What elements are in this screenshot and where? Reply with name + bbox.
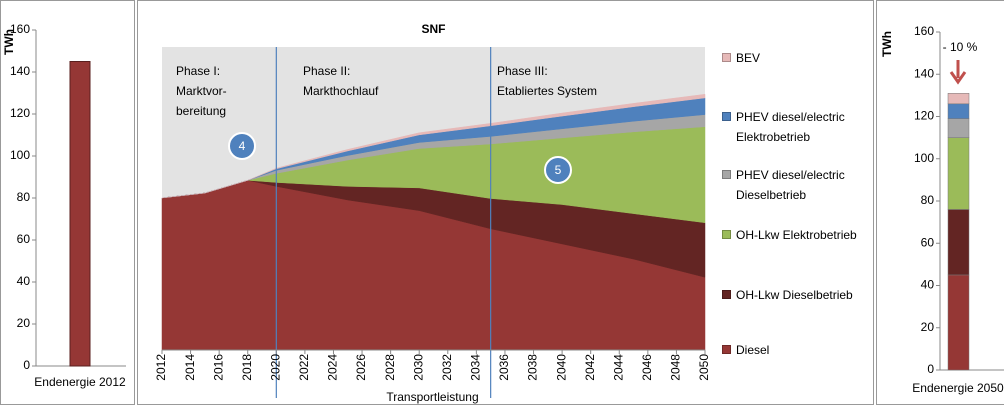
y-tick-label: 20 xyxy=(17,316,31,330)
x-tick-label: 2026 xyxy=(354,354,368,381)
x-tick-label: 2014 xyxy=(183,354,197,381)
legend-entry: Diesel xyxy=(722,340,870,360)
bar-segment xyxy=(947,209,970,276)
legend-label: OH-Lkw Elektrobetrieb xyxy=(736,228,857,242)
legend-label: OH-Lkw Dieselbetrieb xyxy=(736,288,853,302)
y-tick-label: 60 xyxy=(17,232,31,246)
x-tick-label: 2020 xyxy=(268,354,282,381)
y-tick-label: 60 xyxy=(921,235,935,249)
x-tick-label: 2050 xyxy=(697,354,711,381)
x-tick-label: Endenergie 2050 xyxy=(912,381,1004,395)
phase-label: Phase III: xyxy=(497,64,548,78)
bar-segment xyxy=(947,137,970,210)
x-tick-label: 2022 xyxy=(297,354,311,381)
legend-entry: OH-Lkw Elektrobetrieb xyxy=(722,225,870,245)
y-tick-label: 100 xyxy=(914,151,934,165)
x-tick-label: 2048 xyxy=(669,354,683,381)
phase-label: Phase II: xyxy=(303,64,350,78)
y-axis-label: TWh xyxy=(880,31,894,57)
annotation-arrow xyxy=(949,60,967,85)
y-tick-label: 40 xyxy=(17,274,31,288)
x-tick-label: 2012 xyxy=(154,354,168,381)
legend-swatch xyxy=(722,290,731,299)
bar-segment xyxy=(947,274,970,371)
legend-swatch xyxy=(722,345,731,354)
x-tick-label: 2030 xyxy=(411,354,425,381)
legend-label: PHEV diesel/electric Elektrobetrieb xyxy=(736,110,845,144)
x-tick-label: 2016 xyxy=(211,354,225,381)
legend-entry: OH-Lkw Dieselbetrieb xyxy=(722,285,870,305)
marker-circle xyxy=(228,132,256,160)
y-tick-label: 140 xyxy=(10,64,30,78)
x-tick-label: 2046 xyxy=(640,354,654,381)
x-tick-label: 2028 xyxy=(383,354,397,381)
y-axis-label: TWh xyxy=(2,29,16,55)
legend-label: BEV xyxy=(736,51,761,65)
x-tick-label: 2040 xyxy=(554,354,568,381)
x-axis-label: Transportleistung xyxy=(386,390,478,404)
marker-label: 4 xyxy=(239,139,246,153)
x-tick-label: 2018 xyxy=(240,354,254,381)
bar-segment xyxy=(947,118,970,138)
phase-label: Markthochlauf xyxy=(303,84,379,98)
legend-entry: PHEV diesel/electric Dieselbetrieb xyxy=(722,165,870,205)
y-tick-label: 120 xyxy=(10,106,30,120)
bar-segment xyxy=(947,103,970,119)
legend-label: Diesel xyxy=(736,343,770,357)
x-tick-label: 2038 xyxy=(526,354,540,381)
x-tick-label: 2036 xyxy=(497,354,511,381)
bar xyxy=(69,61,91,367)
x-tick-label: 2042 xyxy=(583,354,597,381)
phase-label: bereitung xyxy=(176,104,226,118)
x-tick-label: 2024 xyxy=(326,354,340,381)
legend-swatch xyxy=(722,53,731,62)
y-tick-label: 80 xyxy=(17,190,31,204)
y-tick-label: 100 xyxy=(10,148,30,162)
y-tick-label: 20 xyxy=(921,320,935,334)
y-tick-label: 80 xyxy=(921,193,935,207)
legend-entry: PHEV diesel/electric Elektrobetrieb xyxy=(722,107,870,147)
x-tick-label: 2034 xyxy=(469,354,483,381)
chart-title: SNF xyxy=(422,22,446,36)
y-tick-label: 160 xyxy=(10,22,30,36)
legend-label: PHEV diesel/electric Dieselbetrieb xyxy=(736,168,845,202)
x-tick-label: 2032 xyxy=(440,354,454,381)
phase-label: Marktvor- xyxy=(176,84,227,98)
y-tick-label: 140 xyxy=(914,66,934,80)
y-tick-label: 120 xyxy=(914,109,934,123)
legend-entry: BEV xyxy=(722,48,870,68)
bar-segment xyxy=(947,93,970,105)
phase-label: Etabliertes System xyxy=(497,84,597,98)
x-tick-label: Endenergie 2012 xyxy=(34,375,126,389)
y-tick-label: 0 xyxy=(23,358,30,372)
y-tick-label: 160 xyxy=(914,24,934,38)
phase-label: Phase I: xyxy=(176,64,220,78)
y-tick-label: 40 xyxy=(921,278,935,292)
marker-label: 5 xyxy=(555,163,562,177)
legend-swatch xyxy=(722,230,731,239)
legend-swatch xyxy=(722,112,731,121)
y-tick-label: 0 xyxy=(927,362,934,376)
area xyxy=(161,93,706,199)
marker-circle xyxy=(544,156,572,184)
legend-swatch xyxy=(722,170,731,179)
annotation: - 10 % xyxy=(943,40,978,54)
x-tick-label: 2044 xyxy=(611,354,625,381)
